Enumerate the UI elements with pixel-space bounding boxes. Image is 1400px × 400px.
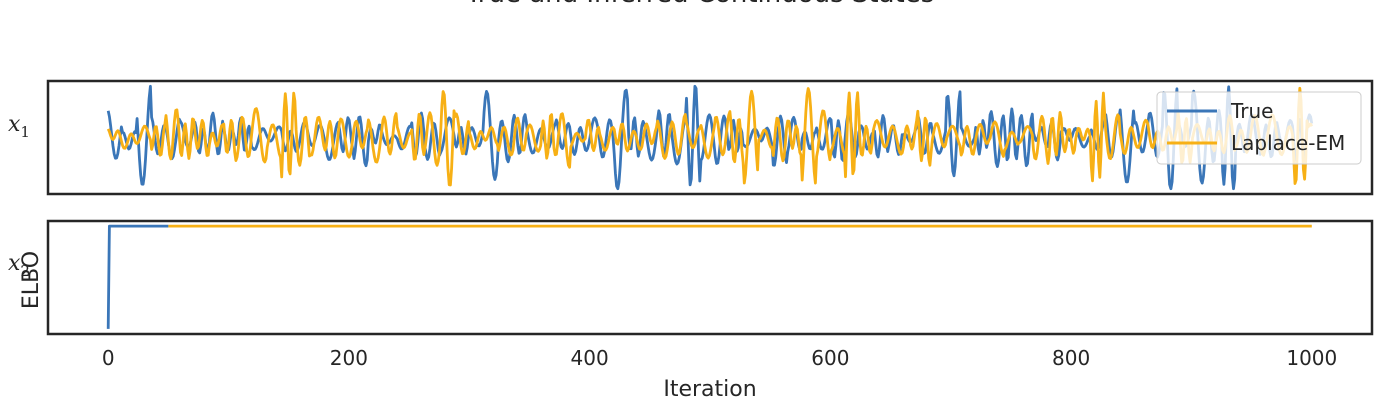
x-tick-label: 1000 xyxy=(1286,346,1337,370)
x-axis-label: Iteration xyxy=(663,377,756,400)
x-tick-label: 800 xyxy=(1052,346,1090,370)
top-y-axis-label: x1 xyxy=(8,112,30,141)
chart-title: True and Inferred Continuous States xyxy=(465,0,935,9)
x-tick-label: 0 xyxy=(102,346,115,370)
top-axes-frame xyxy=(46,79,1374,196)
legend-label-laplace-em: Laplace-EM xyxy=(1231,131,1345,155)
x-tick-label: 600 xyxy=(811,346,849,370)
series-line-laplace-em xyxy=(106,86,1314,187)
bottom-y-axis-label: ELBO xyxy=(19,251,44,309)
elbo-line-true xyxy=(106,224,169,329)
bottom-panel: x2 ELBO 0 200 400 600 800 1000 Iteration xyxy=(8,219,1374,400)
legend: True Laplace-EM xyxy=(1156,91,1362,165)
top-panel: x1 True Laplace-EM xyxy=(8,79,1374,196)
x-tick-label: 400 xyxy=(571,346,609,370)
bottom-axes-frame xyxy=(46,219,1374,336)
x-axis-ticks: 0 200 400 600 800 1000 xyxy=(102,346,1337,370)
x-tick-label: 200 xyxy=(330,346,368,370)
bottom-overlapping-x2-label: x2 xyxy=(8,251,30,280)
legend-label-true: True xyxy=(1230,99,1273,123)
